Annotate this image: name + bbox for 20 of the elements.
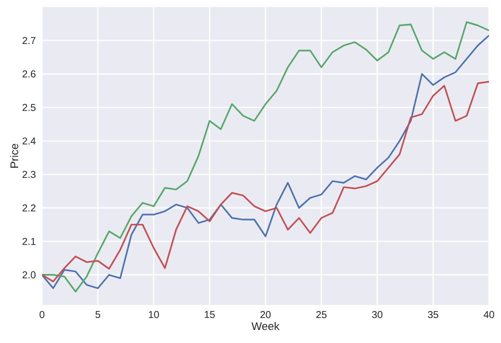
y-tick-label: 2.3 <box>22 170 36 178</box>
x-tick-label: 35 <box>428 311 438 318</box>
y-tick-label: 2.5 <box>22 104 36 111</box>
y-axis-title: Price <box>10 144 18 168</box>
y-tick-label: 2.7 <box>22 36 36 44</box>
y-tick-label: 2.4 <box>22 137 36 144</box>
y-tick-label: 2.1 <box>22 238 36 245</box>
x-tick-label: 25 <box>316 311 327 318</box>
line-series <box>42 80 489 282</box>
x-tick-label: 15 <box>204 311 215 318</box>
x-tick-label: 0 <box>40 311 44 318</box>
x-tick-label: 20 <box>260 311 271 318</box>
x-tick-label: 30 <box>372 311 382 318</box>
y-tick-label: 2.2 <box>22 204 36 212</box>
x-tick-label: 40 <box>484 311 494 318</box>
x-tick-label: 5 <box>95 311 100 318</box>
x-axis-title: Week <box>251 322 280 330</box>
y-tick-label: 2.0 <box>22 271 36 278</box>
x-tick-label: 10 <box>148 311 159 318</box>
y-tick-label: 2.6 <box>22 70 36 78</box>
